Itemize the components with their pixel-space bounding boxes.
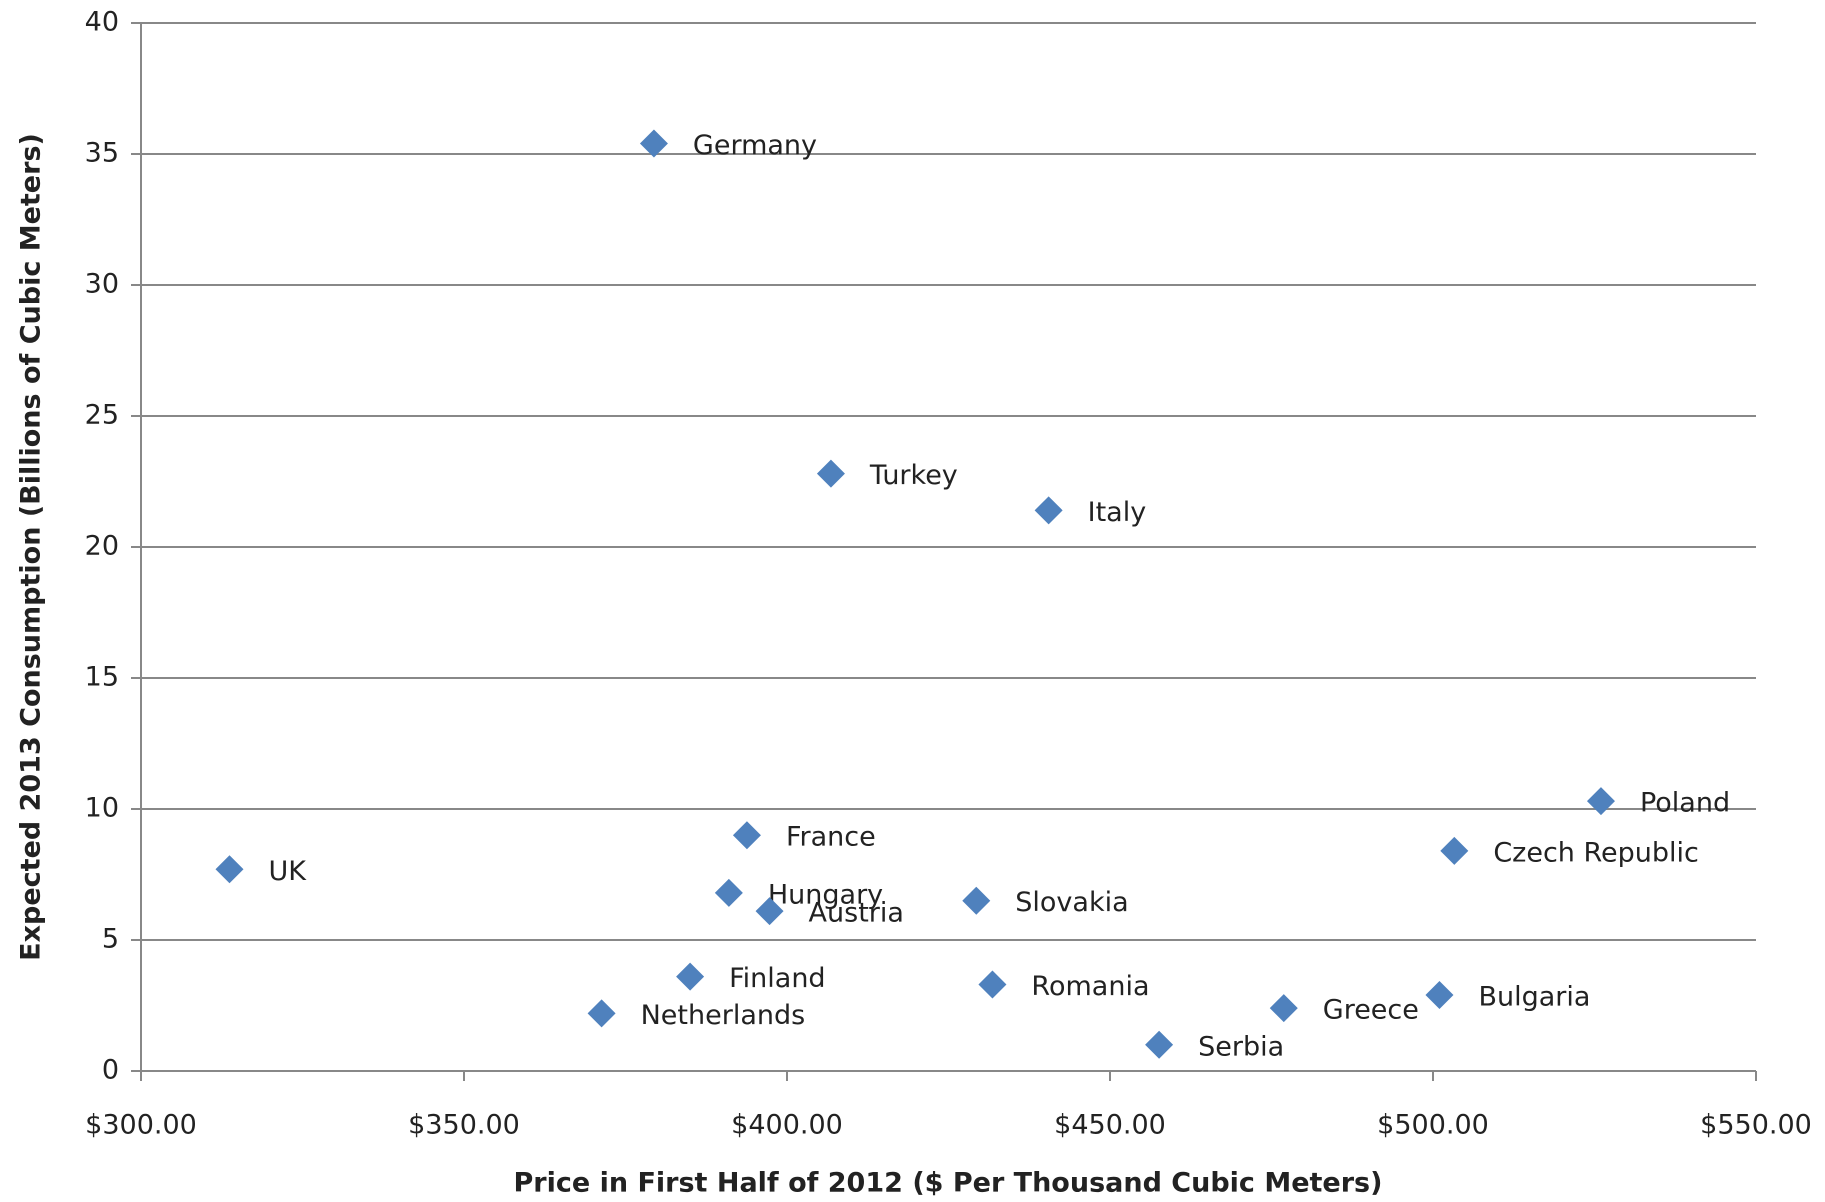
y-tick-label: 25 bbox=[85, 400, 119, 431]
x-tick-label: $300.00 bbox=[85, 1110, 197, 1141]
point bbox=[732, 821, 761, 850]
point-label: France bbox=[786, 822, 876, 853]
point-label: Austria bbox=[809, 898, 904, 929]
point-label: Poland bbox=[1640, 788, 1730, 819]
point-label: Netherlands bbox=[641, 1000, 806, 1031]
point-label: Slovakia bbox=[1015, 887, 1128, 918]
point bbox=[962, 886, 991, 915]
point-label: Italy bbox=[1088, 497, 1147, 528]
y-tick-label: 0 bbox=[102, 1055, 119, 1086]
x-axis-title: Price in First Half of 2012 ($ Per Thous… bbox=[514, 1168, 1383, 1199]
point bbox=[755, 897, 784, 926]
point-label: Romania bbox=[1031, 971, 1149, 1002]
point-label: Bulgaria bbox=[1478, 982, 1590, 1013]
point-label: Hungary bbox=[768, 879, 883, 910]
point bbox=[215, 855, 244, 884]
point-label: Turkey bbox=[869, 460, 958, 491]
x-tick-label: $500.00 bbox=[1377, 1110, 1489, 1141]
point bbox=[1425, 981, 1454, 1010]
y-tick-label: 5 bbox=[102, 924, 119, 955]
point-label: Finland bbox=[729, 963, 825, 994]
y-tick-label: 20 bbox=[85, 531, 119, 562]
y-tick-label: 40 bbox=[85, 7, 119, 38]
point bbox=[978, 970, 1007, 999]
point bbox=[587, 999, 616, 1028]
x-tick-label: $550.00 bbox=[1700, 1110, 1812, 1141]
point bbox=[639, 129, 668, 158]
point-label: Germany bbox=[693, 130, 817, 161]
point-label: UK bbox=[269, 856, 308, 887]
point bbox=[1034, 496, 1063, 525]
point bbox=[1269, 994, 1298, 1023]
point bbox=[1145, 1030, 1174, 1059]
point bbox=[676, 962, 705, 991]
point bbox=[1586, 787, 1615, 816]
point bbox=[1440, 836, 1469, 865]
x-tick-label: $400.00 bbox=[731, 1110, 843, 1141]
point bbox=[714, 878, 743, 907]
y-tick-label: 15 bbox=[85, 662, 119, 693]
y-tick-label: 10 bbox=[85, 793, 119, 824]
y-axis-title: Expected 2013 Consumption (Billions of C… bbox=[16, 133, 47, 961]
point-label: Czech Republic bbox=[1493, 837, 1699, 868]
point-label: Greece bbox=[1323, 995, 1419, 1026]
point bbox=[816, 459, 845, 488]
y-tick-label: 35 bbox=[85, 138, 119, 169]
x-tick-label: $350.00 bbox=[408, 1110, 520, 1141]
y-tick-label: 30 bbox=[85, 269, 119, 300]
x-tick-label: $450.00 bbox=[1054, 1110, 1166, 1141]
point-label: Serbia bbox=[1198, 1031, 1284, 1062]
